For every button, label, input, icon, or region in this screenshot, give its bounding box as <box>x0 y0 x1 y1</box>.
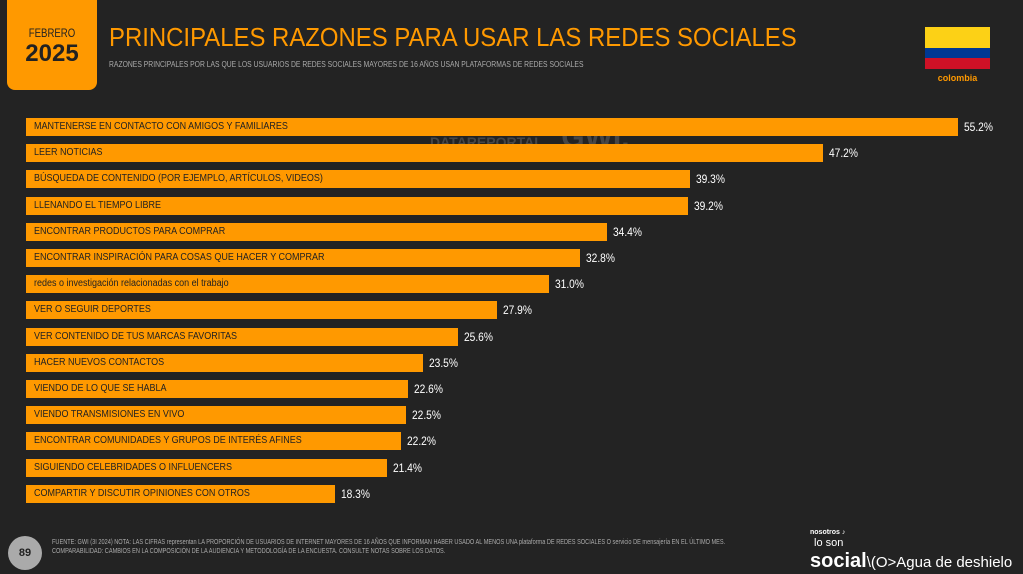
comparability-note: COMPARABILIDAD: CAMBIOS EN LA COMPOSICIÓ… <box>52 548 446 555</box>
value-label: 22.6% <box>413 382 443 396</box>
value-label: 47.2% <box>828 146 858 161</box>
brand-tail: \(O>Agua de deshielo <box>866 554 1013 571</box>
bar: COMPARTIR Y DISCUTIR OPINIONES CON OTROS <box>26 484 335 503</box>
brand-mid: lo son <box>814 537 844 549</box>
value-label: 22.2% <box>406 434 436 449</box>
bar-label: VIENDO DE LO QUE SE HABLA <box>34 383 167 394</box>
bar: VER O SEGUIR DEPORTES <box>26 301 498 320</box>
value-label: 32.8% <box>585 251 615 265</box>
bar-label: VER O SEGUIR DEPORTES <box>34 304 151 316</box>
value-label: 31.0% <box>555 277 585 292</box>
bar: LEER NOTICIAS <box>26 144 823 163</box>
value-label: 39.2% <box>693 198 723 213</box>
page-number: 89 <box>8 536 42 570</box>
chart-title: PRINCIPALES RAZONES PARA USAR LAS REDES … <box>109 22 797 52</box>
brand-logo: nosotros ♪ lo son social\(O>Agua de desh… <box>810 528 1012 574</box>
value-label: 22.5% <box>411 408 441 423</box>
bar-label: ENCONTRAR INSPIRACIÓN PARA COSAS QUE HAC… <box>34 252 325 263</box>
bar-label: ENCONTRAR COMUNIDADES Y GRUPOS DE INTERÉ… <box>34 435 302 447</box>
bar: VIENDO TRANSMISIONES EN VIVO <box>26 406 406 425</box>
bar-label: LEER NOTICIAS <box>34 147 103 159</box>
bar-label: ENCONTRAR PRODUCTOS PARA COMPRAR <box>34 225 226 237</box>
value-label: 34.4% <box>612 224 642 239</box>
value-label: 18.3% <box>340 486 370 501</box>
bar-label: HACER NUEVOS CONTACTOS <box>34 356 165 368</box>
bar: BÚSQUEDA DE CONTENIDO (POR EJEMPLO, ARTÍ… <box>26 170 690 189</box>
bar-label: VIENDO TRANSMISIONES EN VIVO <box>34 409 185 421</box>
country-label: colombia <box>937 73 978 83</box>
bar: SIGUIENDO CELEBRIDADES O INFLUENCERS <box>26 458 388 477</box>
chart-subtitle: RAZONES PRINCIPALES POR LAS QUE LOS USUA… <box>109 60 584 69</box>
bar-label: LLENANDO EL TIEMPO LIBRE <box>34 199 162 211</box>
date-badge: FEBRERO 2025 <box>7 0 97 90</box>
bar: MANTENERSE EN CONTACTO CON AMIGOS Y FAMI… <box>26 118 958 136</box>
bar: ENCONTRAR COMUNIDADES Y GRUPOS DE INTERÉ… <box>26 432 401 451</box>
footnotes: FUENTE: GWI (3I 2024) NOTA: LAS CIFRAS r… <box>52 538 725 556</box>
bar: VIENDO DE LO QUE SE HABLA <box>26 380 408 398</box>
bar: redes o investigación relacionadas con e… <box>26 275 550 294</box>
bar: HACER NUEVOS CONTACTOS <box>26 353 423 372</box>
value-label: 55.2% <box>964 120 993 134</box>
value-label: 25.6% <box>464 329 494 344</box>
source-note: FUENTE: GWI (3I 2024) NOTA: LAS CIFRAS r… <box>52 539 726 546</box>
bar-label: SIGUIENDO CELEBRIDADES O INFLUENCERS <box>34 461 233 473</box>
bar: ENCONTRAR INSPIRACIÓN PARA COSAS QUE HAC… <box>26 249 580 267</box>
bar-label: VER CONTENIDO DE TUS MARCAS FAVORITAS <box>34 330 238 342</box>
bar-label: COMPARTIR Y DISCUTIR OPINIONES CON OTROS <box>34 487 250 499</box>
brand-main: social <box>810 550 867 572</box>
value-label: 39.3% <box>695 172 725 187</box>
bar: VER CONTENIDO DE TUS MARCAS FAVORITAS <box>26 327 459 346</box>
value-label: 23.5% <box>428 355 458 370</box>
bar-label: redes o investigación relacionadas con e… <box>34 278 229 290</box>
colombia-flag-icon <box>925 27 990 69</box>
value-label: 21.4% <box>393 460 423 475</box>
value-label: 27.9% <box>503 303 532 318</box>
bar-label: MANTENERSE EN CONTACTO CON AMIGOS Y FAMI… <box>34 121 288 132</box>
bar-label: BÚSQUEDA DE CONTENIDO (POR EJEMPLO, ARTÍ… <box>34 173 323 185</box>
bar: ENCONTRAR PRODUCTOS PARA COMPRAR <box>26 222 607 241</box>
year: 2025 <box>25 40 79 67</box>
bar: LLENANDO EL TIEMPO LIBRE <box>26 196 688 215</box>
brand-top: nosotros ♪ <box>810 529 846 536</box>
month: FEBRERO <box>28 26 76 40</box>
